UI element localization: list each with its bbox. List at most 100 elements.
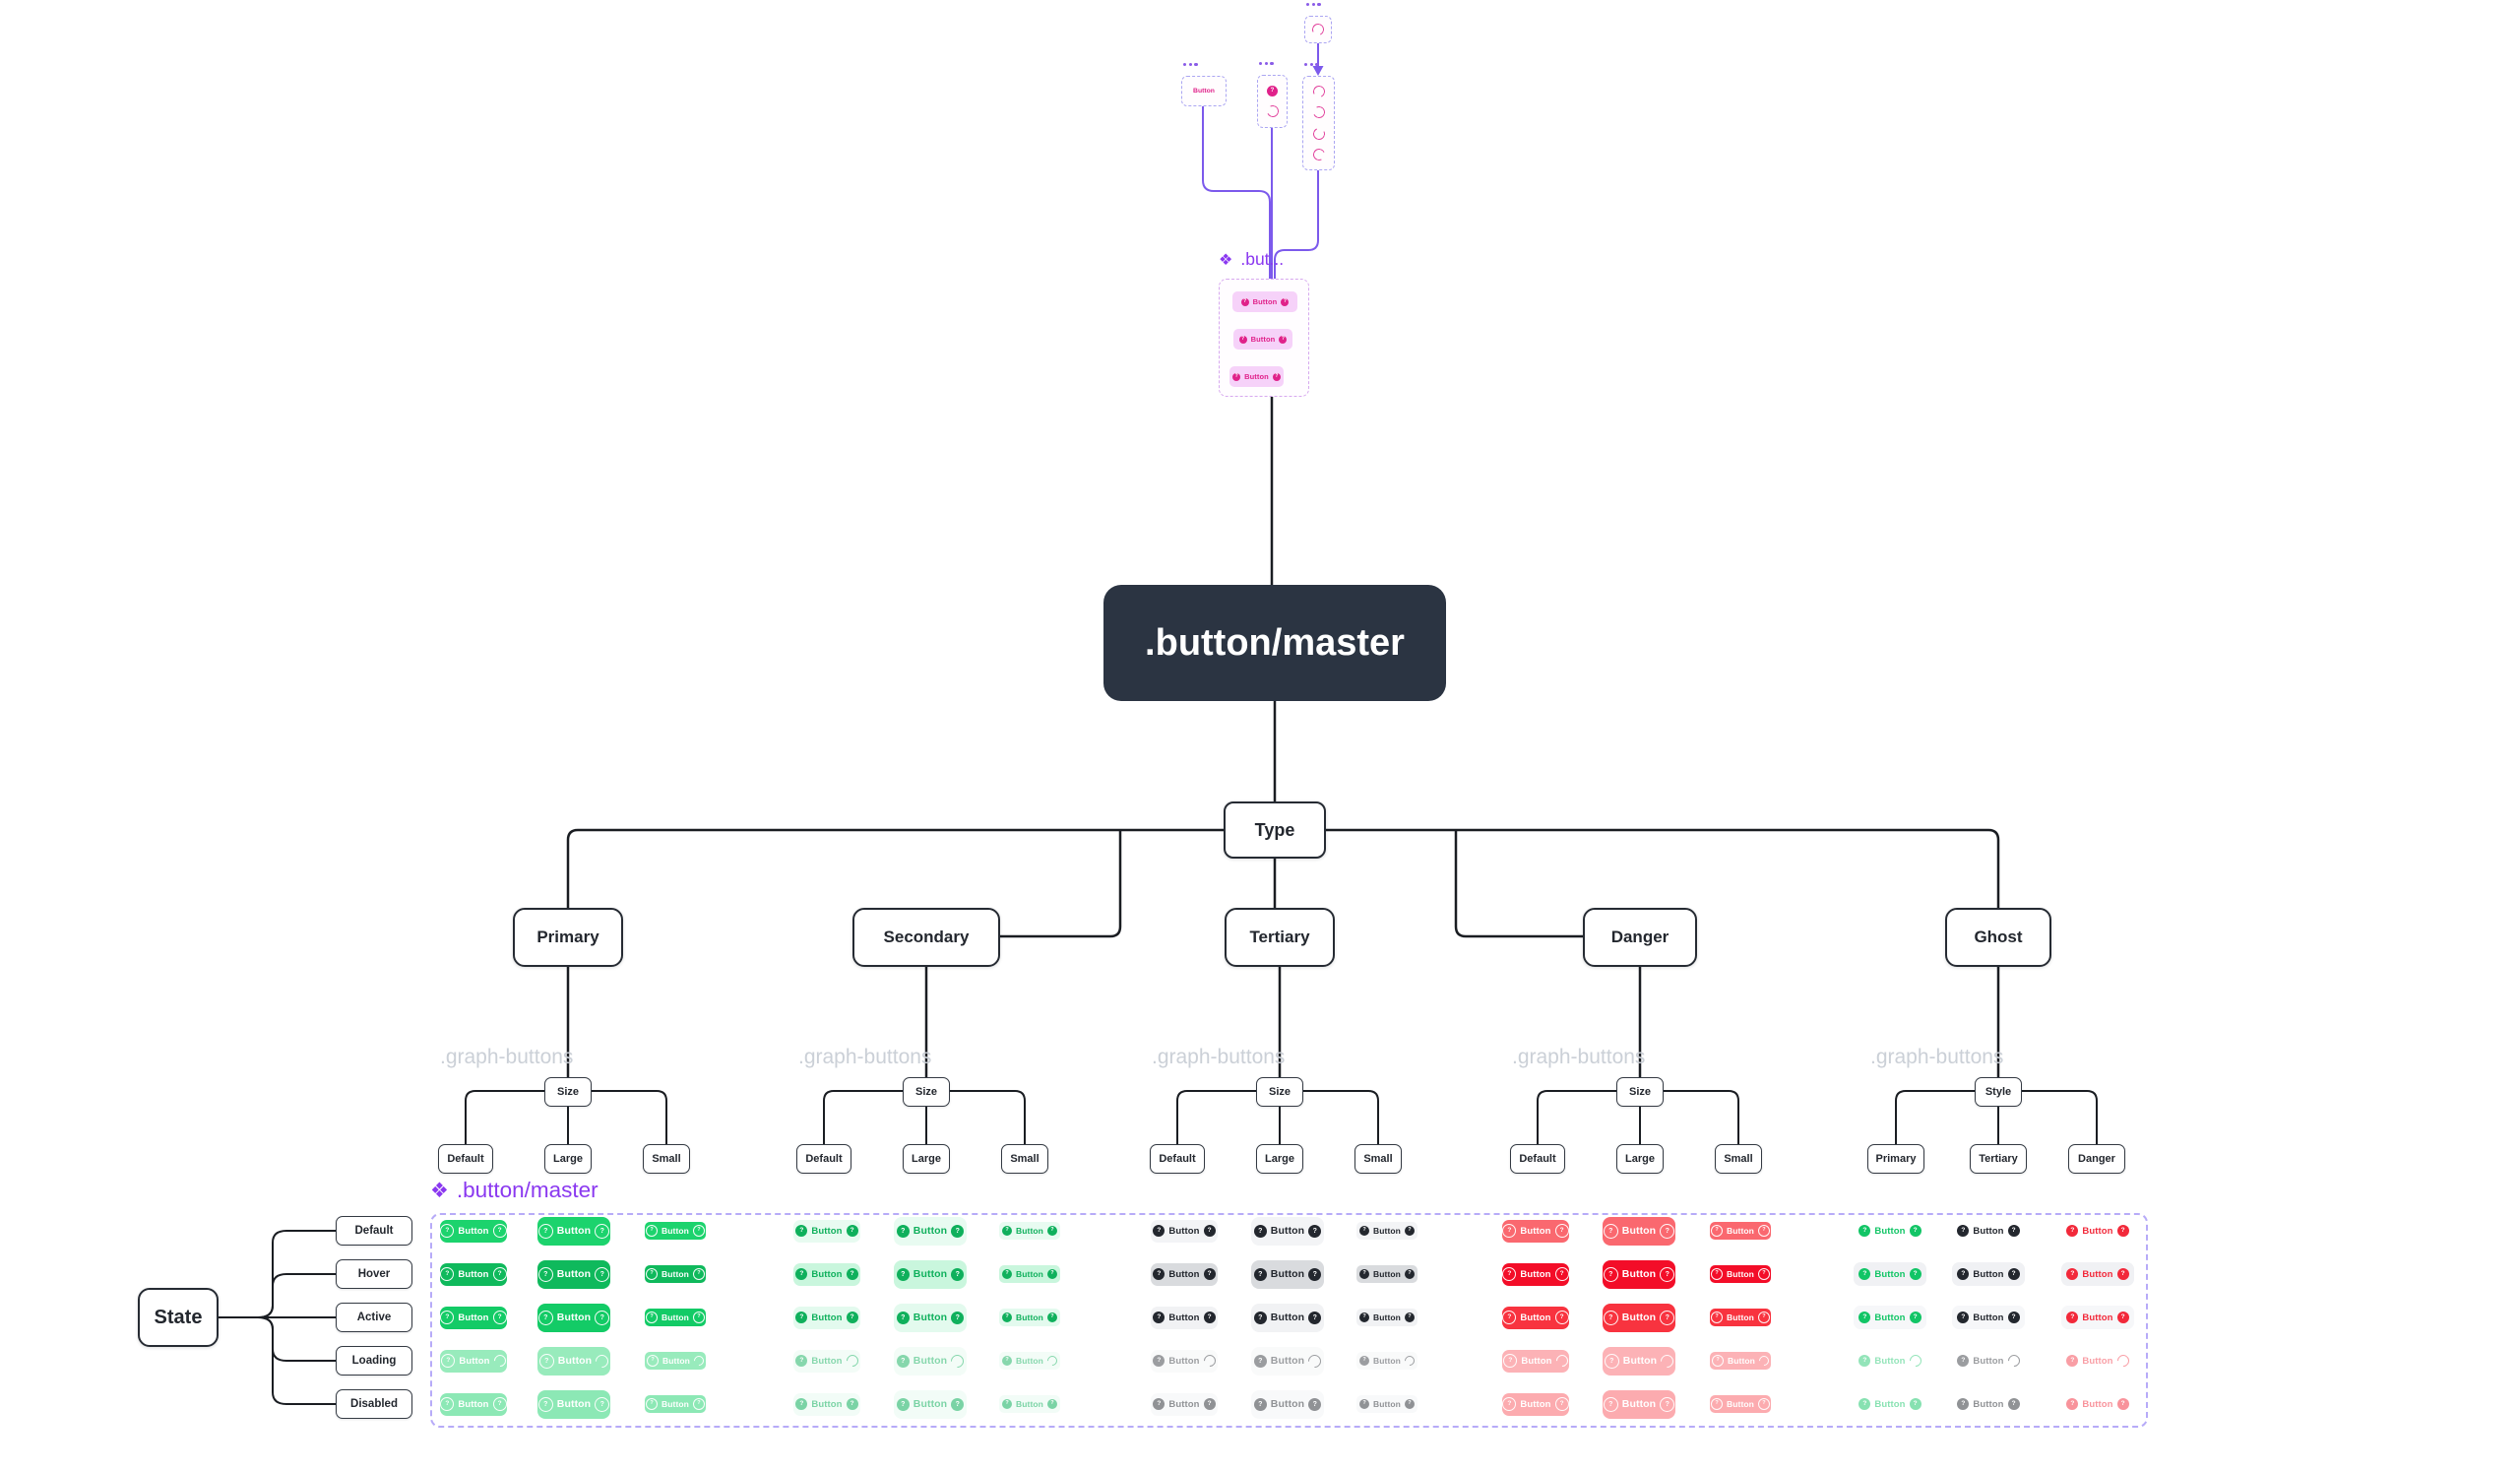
- button-primary-loading-default[interactable]: ? Button: [440, 1349, 509, 1373]
- button-ghost-active-tertiary[interactable]: ? Button?: [1952, 1306, 2025, 1329]
- button-primary-default-small[interactable]: ? Button?: [645, 1222, 706, 1240]
- button-danger-default-small[interactable]: ? Button?: [1710, 1222, 1771, 1240]
- button-danger-active-large[interactable]: ? Button?: [1603, 1303, 1675, 1332]
- button-danger-disabled-small[interactable]: ? Button?: [1710, 1395, 1771, 1413]
- leaf-node-large[interactable]: Large: [1256, 1144, 1303, 1174]
- button-tertiary-active-large[interactable]: ? Button?: [1251, 1303, 1324, 1332]
- button-tertiary-loading-small[interactable]: ? Button: [1356, 1352, 1418, 1370]
- leaf-node-small[interactable]: Small: [1001, 1144, 1048, 1174]
- button-danger-hover-default[interactable]: ? Button?: [1502, 1262, 1569, 1286]
- leaf-node-small[interactable]: Small: [1354, 1144, 1402, 1174]
- button-tertiary-loading-default[interactable]: ? Button: [1151, 1349, 1219, 1373]
- button-primary-active-large[interactable]: ? Button?: [537, 1303, 610, 1332]
- button-tertiary-loading-large[interactable]: ? Button: [1251, 1346, 1324, 1376]
- leaf-node-primary[interactable]: Primary: [1867, 1144, 1924, 1174]
- button-secondary-hover-small[interactable]: ? Button?: [999, 1265, 1060, 1283]
- leaf-node-tertiary[interactable]: Tertiary: [1970, 1144, 2027, 1174]
- branch-node-tertiary[interactable]: Tertiary: [1225, 908, 1335, 967]
- button-primary-loading-small[interactable]: ? Button: [645, 1352, 707, 1370]
- button-danger-disabled-large[interactable]: ? Button?: [1603, 1389, 1675, 1419]
- button-tertiary-active-small[interactable]: ? Button?: [1356, 1309, 1418, 1326]
- button-ghost-loading-primary[interactable]: ? Button: [1854, 1349, 1926, 1373]
- button-tertiary-default-small[interactable]: ? Button?: [1356, 1222, 1418, 1240]
- mini-button[interactable]: ? Button?: [1229, 366, 1284, 387]
- button-primary-active-small[interactable]: ? Button?: [645, 1309, 706, 1326]
- leaf-node-default[interactable]: Default: [1150, 1144, 1205, 1174]
- button-danger-loading-default[interactable]: ? Button: [1502, 1349, 1571, 1373]
- button-danger-loading-large[interactable]: ? Button: [1603, 1346, 1676, 1376]
- state-item-hover[interactable]: Hover: [336, 1259, 412, 1289]
- button-secondary-active-small[interactable]: ? Button?: [999, 1309, 1060, 1326]
- button-tertiary-disabled-large[interactable]: ? Button?: [1251, 1389, 1324, 1419]
- button-tertiary-default-large[interactable]: ? Button?: [1251, 1216, 1324, 1246]
- button-ghost-hover-tertiary[interactable]: ? Button?: [1952, 1262, 2025, 1286]
- button-danger-active-small[interactable]: ? Button?: [1710, 1309, 1771, 1326]
- button-danger-active-default[interactable]: ? Button?: [1502, 1306, 1569, 1329]
- button-danger-disabled-default[interactable]: ? Button?: [1502, 1392, 1569, 1416]
- button-secondary-hover-default[interactable]: ? Button?: [793, 1262, 860, 1286]
- component-node[interactable]: ? Button?? Button?? Button?: [1219, 279, 1309, 397]
- button-ghost-default-primary[interactable]: ? Button?: [1854, 1219, 1926, 1243]
- mini-button[interactable]: ? Button?: [1232, 291, 1297, 312]
- button-danger-loading-small[interactable]: ? Button: [1710, 1352, 1772, 1370]
- state-item-default[interactable]: Default: [336, 1216, 412, 1246]
- leaf-node-small[interactable]: Small: [643, 1144, 690, 1174]
- button-secondary-disabled-small[interactable]: ? Button?: [999, 1395, 1060, 1413]
- button-primary-loading-large[interactable]: ? Button: [537, 1346, 611, 1376]
- button-secondary-loading-default[interactable]: ? Button: [793, 1349, 861, 1373]
- button-ghost-disabled-danger[interactable]: ? Button?: [2061, 1392, 2134, 1416]
- style-node-ghost[interactable]: Style: [1975, 1077, 2022, 1107]
- button-secondary-default-large[interactable]: ? Button?: [894, 1216, 967, 1246]
- button-primary-disabled-small[interactable]: ? Button?: [645, 1395, 706, 1413]
- button-primary-active-default[interactable]: ? Button?: [440, 1306, 507, 1329]
- leaf-node-default[interactable]: Default: [1510, 1144, 1565, 1174]
- button-tertiary-active-default[interactable]: ? Button?: [1151, 1306, 1218, 1329]
- button-secondary-loading-small[interactable]: ? Button: [999, 1352, 1060, 1370]
- leaf-node-default[interactable]: Default: [796, 1144, 851, 1174]
- size-node-tertiary[interactable]: Size: [1256, 1077, 1303, 1107]
- button-primary-disabled-default[interactable]: ? Button?: [440, 1392, 507, 1416]
- button-ghost-disabled-tertiary[interactable]: ? Button?: [1952, 1392, 2025, 1416]
- size-node-danger[interactable]: Size: [1616, 1077, 1664, 1107]
- branch-node-danger[interactable]: Danger: [1583, 908, 1697, 967]
- button-tertiary-hover-default[interactable]: ? Button?: [1151, 1262, 1218, 1286]
- leaf-node-small[interactable]: Small: [1715, 1144, 1762, 1174]
- button-primary-hover-small[interactable]: ? Button?: [645, 1265, 706, 1283]
- button-secondary-default-default[interactable]: ? Button?: [793, 1219, 860, 1243]
- button-tertiary-disabled-default[interactable]: ? Button?: [1151, 1392, 1218, 1416]
- button-ghost-disabled-primary[interactable]: ? Button?: [1854, 1392, 1926, 1416]
- button-danger-hover-small[interactable]: ? Button?: [1710, 1265, 1771, 1283]
- branch-node-secondary[interactable]: Secondary: [852, 908, 1000, 967]
- button-secondary-loading-large[interactable]: ? Button: [894, 1346, 967, 1376]
- leaf-node-danger[interactable]: Danger: [2068, 1144, 2125, 1174]
- type-node[interactable]: Type: [1224, 801, 1326, 859]
- button-secondary-active-default[interactable]: ? Button?: [793, 1306, 860, 1329]
- button-primary-disabled-large[interactable]: ? Button?: [537, 1389, 610, 1419]
- button-secondary-default-small[interactable]: ? Button?: [999, 1222, 1060, 1240]
- master-node[interactable]: .button/master: [1103, 585, 1446, 701]
- instance-button[interactable]: Button: [1181, 76, 1227, 106]
- button-ghost-default-tertiary[interactable]: ? Button?: [1952, 1219, 2025, 1243]
- instance-badge-spinner[interactable]: ?: [1257, 75, 1288, 128]
- button-tertiary-hover-large[interactable]: ? Button?: [1251, 1259, 1324, 1289]
- state-item-loading[interactable]: Loading: [336, 1346, 412, 1376]
- button-ghost-default-danger[interactable]: ? Button?: [2061, 1219, 2134, 1243]
- leaf-node-default[interactable]: Default: [438, 1144, 493, 1174]
- instance-spinner[interactable]: [1304, 16, 1332, 43]
- button-ghost-active-primary[interactable]: ? Button?: [1854, 1306, 1926, 1329]
- button-secondary-active-large[interactable]: ? Button?: [894, 1303, 967, 1332]
- branch-node-ghost[interactable]: Ghost: [1945, 908, 2051, 967]
- button-danger-default-large[interactable]: ? Button?: [1603, 1216, 1675, 1246]
- button-secondary-disabled-large[interactable]: ? Button?: [894, 1389, 967, 1419]
- leaf-node-large[interactable]: Large: [544, 1144, 592, 1174]
- button-secondary-disabled-default[interactable]: ? Button?: [793, 1392, 860, 1416]
- button-primary-hover-default[interactable]: ? Button?: [440, 1262, 507, 1286]
- button-ghost-active-danger[interactable]: ? Button?: [2061, 1306, 2134, 1329]
- button-tertiary-disabled-small[interactable]: ? Button?: [1356, 1395, 1418, 1413]
- button-ghost-hover-primary[interactable]: ? Button?: [1854, 1262, 1926, 1286]
- leaf-node-large[interactable]: Large: [1616, 1144, 1664, 1174]
- instance-spinner-stack[interactable]: [1302, 76, 1335, 170]
- button-primary-default-default[interactable]: ? Button?: [440, 1219, 507, 1243]
- state-item-active[interactable]: Active: [336, 1303, 412, 1332]
- button-danger-default-default[interactable]: ? Button?: [1502, 1219, 1569, 1243]
